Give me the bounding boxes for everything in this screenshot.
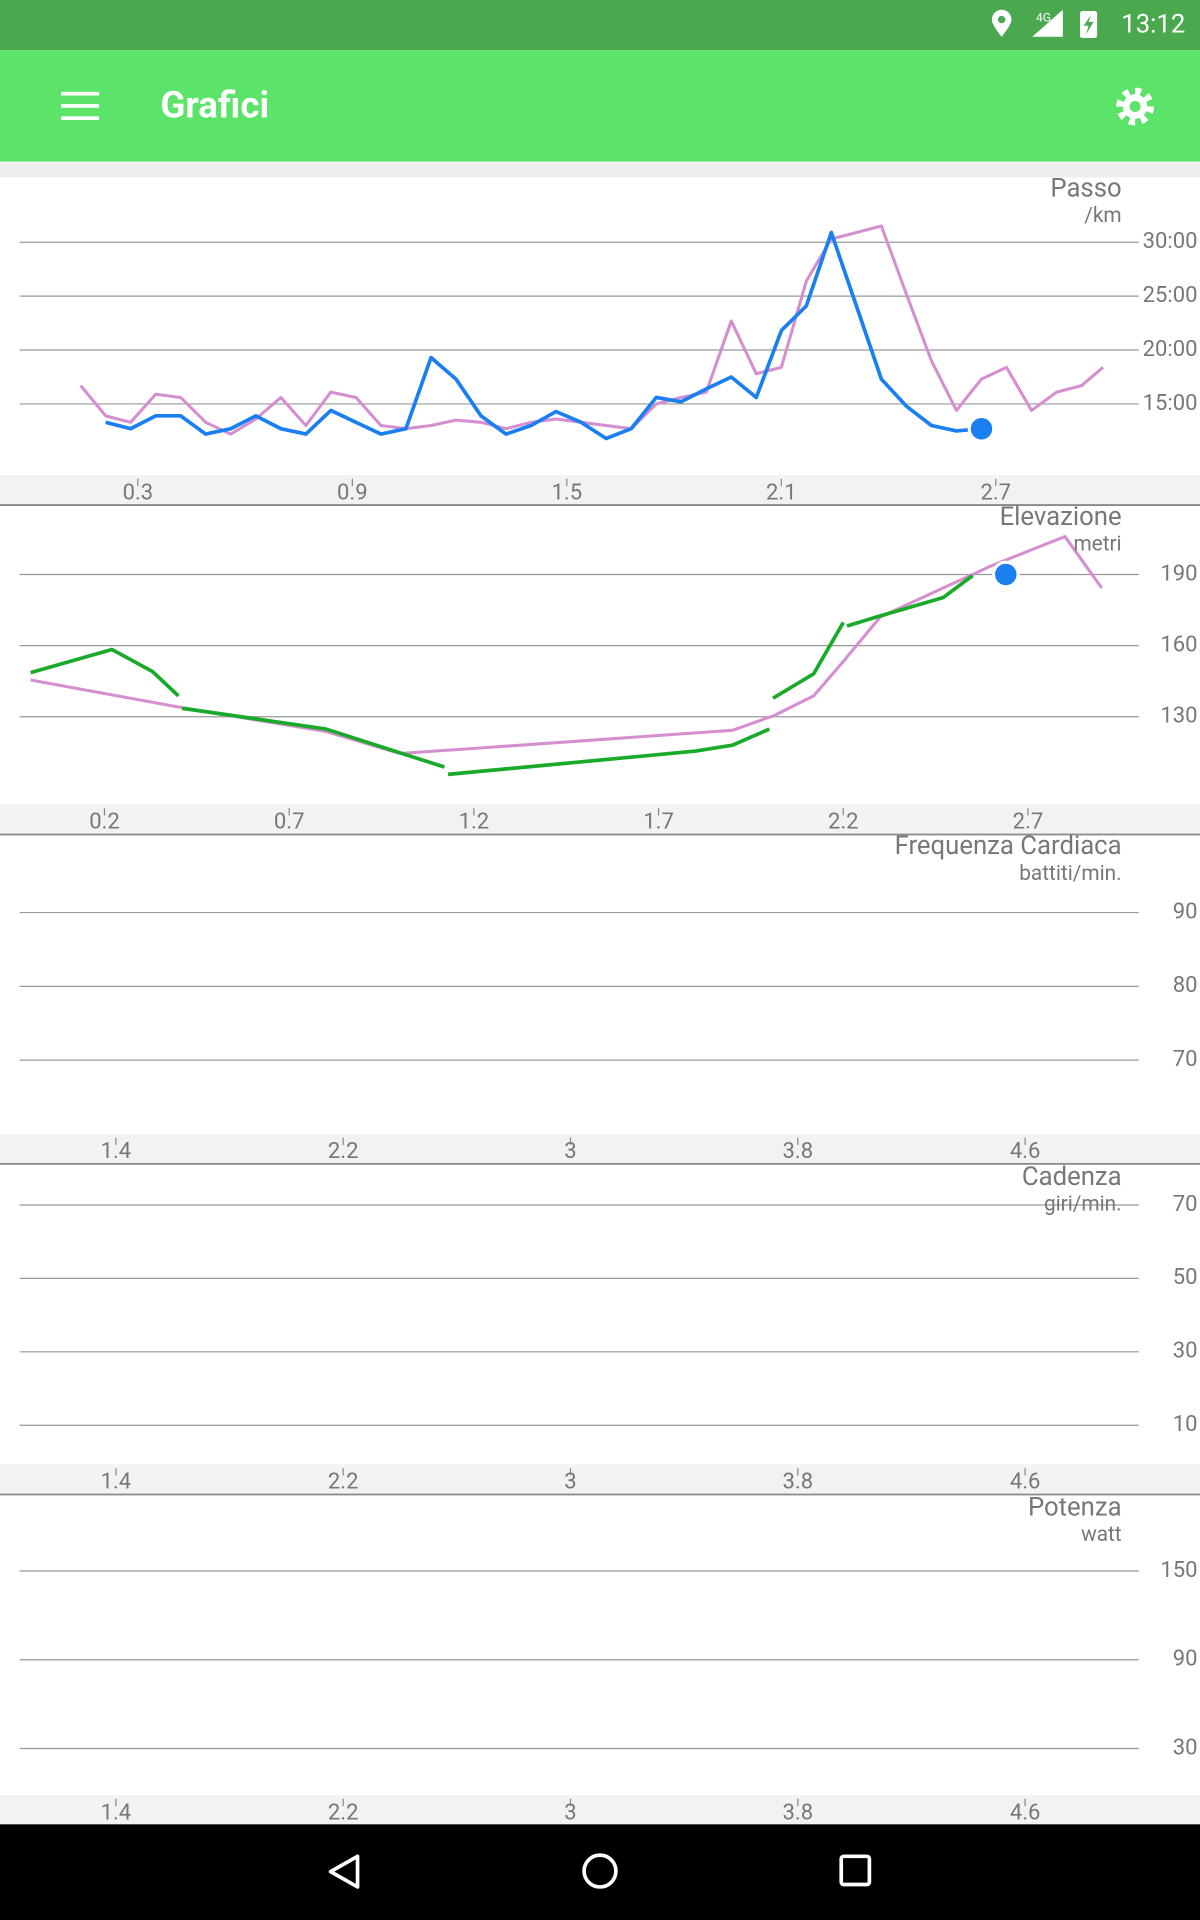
- x-tick-label: 0.9: [337, 480, 368, 505]
- y-tick-label: 160: [1160, 632, 1197, 657]
- status-bar: [0, 0, 1200, 51]
- y-tick-label: 150: [1160, 1558, 1197, 1583]
- menu-bar: [61, 116, 100, 120]
- y-tick-label: 30:00: [1143, 229, 1198, 254]
- location-icon: [991, 9, 1012, 37]
- chart-subtitle: battiti/min.: [1019, 862, 1121, 886]
- x-tick-label: 2.2: [828, 810, 859, 835]
- x-axis-band: [0, 475, 1200, 505]
- y-tick-label: 70: [1173, 1047, 1198, 1072]
- chart-title: Frequenza Cardiaca: [895, 831, 1122, 861]
- x-tick-label: 1.4: [101, 1139, 132, 1164]
- data-line: [30, 574, 974, 777]
- x-tick-label: 2.2: [328, 1139, 359, 1164]
- clock: 13:12: [1121, 10, 1185, 40]
- y-tick-label: 25:00: [1143, 283, 1198, 308]
- x-tick-label: 2.2: [328, 1470, 359, 1495]
- x-tick-label: 1.4: [101, 1800, 132, 1825]
- navigation-bar: [0, 1824, 1200, 1920]
- menu-button[interactable]: [61, 91, 100, 120]
- x-tick-label: 2.7: [980, 480, 1011, 505]
- x-tick-label: 1.4: [101, 1470, 132, 1495]
- y-tick-label: 10: [1173, 1412, 1198, 1437]
- network-label: 4G: [1036, 11, 1051, 25]
- app-bar: [0, 50, 1200, 162]
- x-tick-label: 1.7: [643, 810, 674, 835]
- recents-button[interactable]: [839, 1854, 872, 1887]
- x-tick-label: 4.6: [1010, 1470, 1041, 1495]
- x-axis-band: [0, 1795, 1200, 1825]
- y-tick-label: 30: [1173, 1735, 1198, 1760]
- x-tick-label: 4.6: [1010, 1800, 1041, 1825]
- x-tick-label: 3: [564, 1800, 576, 1825]
- app-title: Grafici: [160, 83, 269, 126]
- home-button[interactable]: [582, 1853, 618, 1889]
- x-tick-label: 3: [564, 1139, 576, 1164]
- back-button[interactable]: [328, 1854, 360, 1889]
- divider: [0, 161, 1200, 178]
- y-tick-label: 90: [1173, 899, 1198, 924]
- x-tick-label: 2.7: [1013, 810, 1044, 835]
- x-tick-label: 2.1: [766, 480, 797, 505]
- chart-title: Cadenza: [1022, 1162, 1122, 1192]
- data-line: [105, 230, 982, 441]
- x-tick-label: 0.2: [89, 810, 120, 835]
- x-tick-label: 2.2: [328, 1800, 359, 1825]
- y-tick-label: 50: [1173, 1265, 1198, 1290]
- menu-bar: [61, 91, 100, 96]
- chart-title: Elevazione: [1000, 502, 1122, 532]
- y-tick-label: 190: [1160, 561, 1197, 586]
- chart-title: Passo: [1050, 174, 1121, 204]
- y-tick-label: 80: [1173, 973, 1198, 998]
- settings-button[interactable]: [1116, 87, 1155, 126]
- chart-title: Potenza: [1028, 1492, 1122, 1522]
- x-tick-label: 3: [564, 1470, 576, 1495]
- gear-hole: [1129, 101, 1141, 113]
- cursor-marker: [967, 414, 996, 443]
- chart-subtitle: watt: [1081, 1523, 1122, 1547]
- gear-teeth: [1116, 87, 1155, 126]
- signal-icon: [1032, 9, 1063, 37]
- menu-bar: [61, 104, 100, 108]
- x-tick-label: 0.3: [123, 480, 154, 505]
- chart-subtitle: /km: [1084, 204, 1121, 228]
- x-axis-band: [0, 804, 1200, 834]
- x-tick-label: 3.8: [783, 1139, 814, 1164]
- charging-icon: [1083, 14, 1094, 35]
- y-tick-label: 30: [1173, 1339, 1198, 1364]
- x-tick-label: 3.8: [783, 1800, 814, 1825]
- x-tick-label: 1.5: [552, 480, 583, 505]
- data-line: [30, 535, 1104, 756]
- x-axis-band: [0, 1464, 1200, 1494]
- y-tick-label: 20:00: [1143, 337, 1198, 362]
- chart-subtitle: giri/min.: [1044, 1192, 1122, 1216]
- x-axis-band: [0, 1133, 1200, 1164]
- y-tick-label: 130: [1160, 704, 1197, 729]
- x-tick-label: 0.7: [274, 810, 305, 835]
- chart-subtitle: metri: [1073, 532, 1121, 556]
- x-tick-label: 1.2: [459, 810, 490, 835]
- x-tick-label: 4.6: [1010, 1139, 1041, 1164]
- y-tick-label: 70: [1173, 1192, 1198, 1217]
- y-tick-label: 90: [1173, 1647, 1198, 1672]
- x-tick-label: 3.8: [783, 1470, 814, 1495]
- y-tick-label: 15:00: [1143, 391, 1198, 416]
- cursor-marker: [992, 560, 1020, 589]
- data-line: [79, 224, 1105, 436]
